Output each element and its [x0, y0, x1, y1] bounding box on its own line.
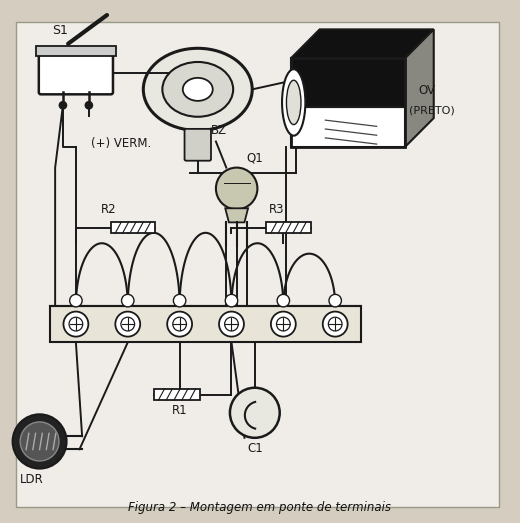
Bar [50, 306, 361, 343]
Text: Figura 2 – Montagem em ponte de terminais: Figura 2 – Montagem em ponte de terminai… [128, 502, 392, 515]
Polygon shape [405, 29, 434, 147]
Circle shape [173, 317, 187, 331]
Circle shape [219, 312, 244, 337]
Circle shape [216, 167, 257, 209]
Text: BZ: BZ [211, 124, 227, 137]
Circle shape [115, 312, 140, 337]
Circle shape [12, 414, 67, 469]
Circle shape [70, 294, 82, 307]
Text: R1: R1 [172, 404, 188, 417]
Circle shape [230, 388, 280, 438]
Circle shape [173, 294, 186, 307]
Circle shape [277, 317, 290, 331]
Polygon shape [225, 208, 248, 222]
Circle shape [329, 294, 342, 307]
Bar [111, 222, 155, 233]
Circle shape [59, 101, 67, 109]
Bar [154, 389, 200, 400]
Bar [291, 107, 405, 147]
Text: OV: OV [418, 84, 435, 97]
Circle shape [20, 422, 59, 461]
Ellipse shape [282, 69, 305, 135]
Ellipse shape [144, 48, 252, 130]
Polygon shape [291, 29, 434, 58]
Circle shape [225, 317, 238, 331]
Circle shape [121, 317, 135, 331]
Circle shape [122, 294, 134, 307]
Ellipse shape [183, 78, 213, 101]
Text: (PRETO): (PRETO) [409, 105, 455, 115]
Text: Q1: Q1 [246, 151, 263, 164]
Circle shape [167, 312, 192, 337]
FancyBboxPatch shape [39, 51, 113, 94]
Text: S1: S1 [53, 24, 69, 37]
Text: (+) VERM.: (+) VERM. [92, 137, 152, 150]
Circle shape [225, 294, 238, 307]
Circle shape [271, 312, 296, 337]
Circle shape [277, 294, 290, 307]
FancyBboxPatch shape [185, 129, 211, 161]
Circle shape [69, 317, 83, 331]
Text: R2: R2 [101, 203, 116, 216]
Bar [291, 58, 405, 107]
Text: R3: R3 [269, 203, 284, 216]
Ellipse shape [162, 62, 233, 117]
Circle shape [85, 101, 93, 109]
Bar [266, 222, 310, 233]
Ellipse shape [287, 80, 301, 124]
Circle shape [328, 317, 342, 331]
Circle shape [63, 312, 88, 337]
Bar [36, 47, 116, 56]
Text: C1: C1 [247, 442, 263, 455]
Text: LDR: LDR [20, 473, 44, 486]
Bar [291, 58, 405, 147]
Circle shape [323, 312, 348, 337]
